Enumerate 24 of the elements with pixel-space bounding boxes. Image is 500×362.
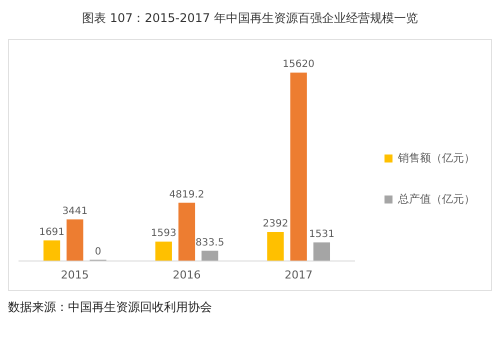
- legend-label: 总产值（亿元）: [397, 192, 475, 206]
- data-label: 2392: [262, 218, 288, 230]
- bar: [178, 202, 196, 261]
- bar: [202, 250, 218, 261]
- bar: [43, 240, 60, 261]
- bar: [313, 242, 330, 261]
- source-note: 数据来源：中国再生资源回收利用协会: [8, 299, 213, 316]
- bar: [290, 72, 307, 261]
- data-label: 833.5: [196, 237, 224, 248]
- data-label: 4819.2: [169, 189, 204, 200]
- bar: [267, 232, 284, 261]
- data-label: 1691: [39, 227, 65, 238]
- bar: [66, 219, 84, 261]
- x-tick-label: 2015: [60, 268, 89, 282]
- bar: [155, 242, 172, 261]
- x-tick-label: 2017: [284, 268, 313, 282]
- legend-label: 销售额（亿元）: [397, 151, 475, 164]
- data-label: 1531: [308, 228, 334, 240]
- data-label: 3441: [62, 206, 88, 217]
- data-label: 0: [94, 246, 102, 258]
- chart-title: 图表 107：2015-2017 年中国再生资源百强企业经营规模一览: [81, 10, 419, 27]
- data-label: 1593: [150, 228, 176, 240]
- x-tick-label: 2016: [172, 268, 201, 282]
- data-label: 15620: [282, 59, 314, 70]
